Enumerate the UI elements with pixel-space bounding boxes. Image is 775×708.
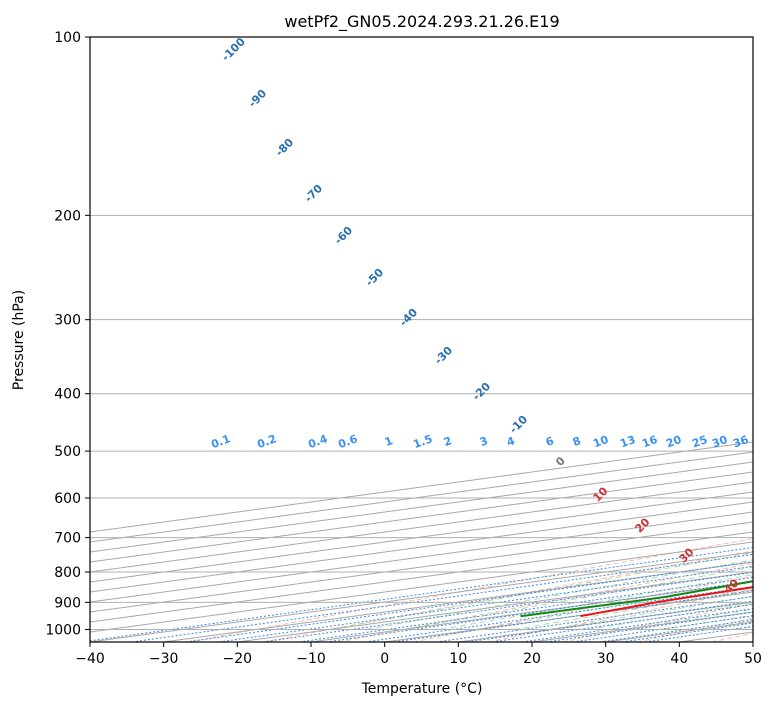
x-tick-label: 30 bbox=[597, 651, 615, 667]
mixing-ratio-label: 0.4 bbox=[306, 432, 329, 451]
mixing-ratio-line bbox=[299, 576, 753, 642]
y-axis-label: Pressure (hPa) bbox=[11, 290, 27, 390]
mixing-ratio-label: 25 bbox=[690, 433, 709, 450]
y-tick-label: 600 bbox=[54, 491, 81, 507]
isotherm bbox=[90, 481, 753, 573]
isotherm bbox=[90, 511, 753, 603]
mixing-ratio-label: 10 bbox=[591, 433, 610, 451]
y-tick-label: 500 bbox=[54, 444, 81, 460]
x-tick-label: 40 bbox=[670, 651, 688, 667]
background-lines bbox=[90, 441, 753, 642]
pressure-grid bbox=[90, 37, 753, 630]
chart-title: wetPf2_GN05.2024.293.21.26.E19 bbox=[284, 12, 559, 32]
isotherm bbox=[90, 521, 753, 613]
x-tick-label: 10 bbox=[449, 651, 467, 667]
y-tick-label: 900 bbox=[54, 595, 81, 611]
plot-frame bbox=[89, 36, 754, 643]
mixing-ratio-label: 36 bbox=[731, 433, 750, 451]
x-tick-label: −40 bbox=[75, 651, 105, 667]
y-tick-label: 300 bbox=[54, 313, 81, 329]
isotherm bbox=[90, 531, 753, 623]
y-tick-label: 800 bbox=[54, 565, 81, 581]
mixing-ratio-line bbox=[365, 586, 753, 642]
mixing-ratio-label: 16 bbox=[640, 433, 659, 451]
isotherm bbox=[90, 471, 753, 563]
mixing-ratio-label: 0.6 bbox=[336, 432, 359, 451]
mixing-ratio-label: 8 bbox=[571, 434, 583, 449]
x-tick-label: −30 bbox=[149, 651, 179, 667]
x-tick-label: 50 bbox=[744, 651, 762, 667]
mixing-ratio-label: 4 bbox=[505, 434, 517, 449]
dry-adiabat bbox=[412, 575, 753, 642]
isotherm bbox=[752, 641, 753, 642]
x-tick-label: 0 bbox=[380, 651, 389, 667]
x-axis-ticks: −40 −30 −20 −10 0 10 20 30 40 50 bbox=[75, 642, 762, 667]
isotherm bbox=[90, 501, 753, 593]
plot-area bbox=[90, 37, 753, 642]
mixing-ratio-label: 1 bbox=[383, 434, 395, 449]
isotherm bbox=[90, 461, 753, 553]
y-tick-label: 700 bbox=[54, 531, 81, 547]
dry-adiabat bbox=[338, 562, 753, 642]
mixing-ratio-label: 6 bbox=[544, 434, 556, 449]
mixing-ratio-label: 2 bbox=[442, 434, 454, 449]
isotherm bbox=[90, 491, 753, 583]
mixing-ratio-line bbox=[325, 580, 753, 642]
mixing-ratio-label: 0.1 bbox=[209, 432, 232, 451]
mixing-ratio-label: 30 bbox=[710, 433, 729, 451]
y-tick-label: 1000 bbox=[45, 622, 81, 638]
y-axis-ticks: 100 200 300 400 500 600 700 800 900 1000 bbox=[45, 30, 90, 638]
x-axis-label: Temperature (°C) bbox=[361, 681, 483, 697]
mixing-ratio-label: 13 bbox=[618, 433, 637, 450]
isotherm bbox=[90, 451, 753, 543]
mixing-ratio-label: 1.5 bbox=[411, 432, 434, 451]
dry-adiabat bbox=[487, 589, 753, 642]
y-tick-label: 100 bbox=[54, 30, 81, 46]
y-tick-label: 400 bbox=[54, 387, 81, 403]
x-tick-label: 20 bbox=[523, 651, 541, 667]
x-tick-label: −10 bbox=[296, 651, 326, 667]
mixing-ratio-label: 20 bbox=[664, 433, 683, 451]
mixing-ratio-label: 0.2 bbox=[255, 432, 278, 451]
y-tick-label: 200 bbox=[54, 208, 81, 224]
dry-adiabat bbox=[263, 550, 753, 642]
x-tick-label: −20 bbox=[223, 651, 253, 667]
mixing-ratio-line bbox=[90, 547, 753, 642]
mixing-ratio-label: 3 bbox=[478, 434, 490, 449]
